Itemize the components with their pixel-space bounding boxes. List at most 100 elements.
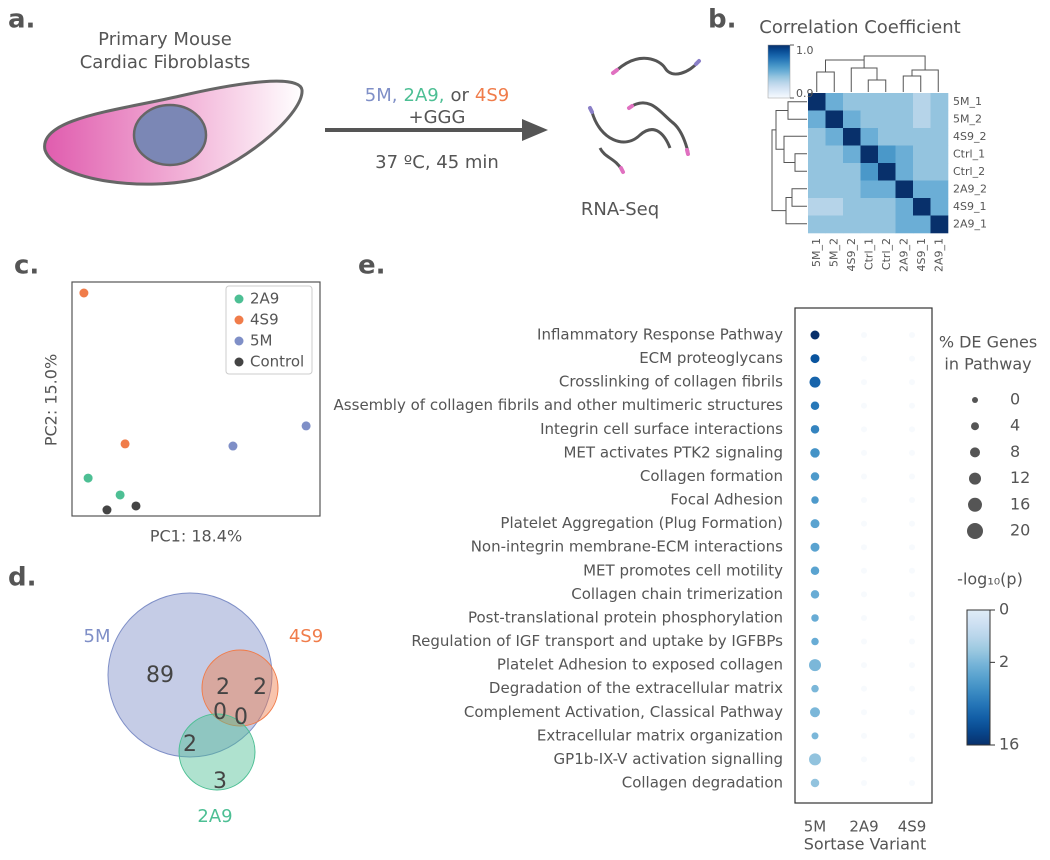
dot (810, 354, 820, 364)
column-label: Ctrl_1 (862, 238, 875, 270)
dot (861, 756, 867, 763)
dot (810, 778, 820, 788)
panel-label: d. (8, 563, 37, 593)
heatmap-cell (825, 128, 844, 146)
dot (861, 449, 867, 456)
legend-swatch (234, 294, 244, 304)
size-legend-dot (968, 497, 982, 512)
heatmap-cell (825, 145, 844, 164)
treatment: 5M, 2A9, or 4S9 (365, 85, 509, 106)
size-legend-dot (971, 422, 979, 431)
heatmap-cell (895, 128, 914, 146)
dot (909, 473, 915, 480)
dot (861, 780, 867, 786)
heatmap-cell (843, 93, 861, 111)
heatmap-cell (930, 163, 949, 181)
heatmap-cell (860, 110, 879, 129)
dot (810, 590, 820, 599)
size-legend-dot (970, 447, 980, 458)
dot (909, 638, 915, 645)
point (131, 501, 141, 511)
heatmap-cell (930, 93, 949, 111)
output-label: RNA-Seq (581, 199, 659, 220)
venn-count: 0 (213, 700, 227, 725)
point (301, 421, 311, 431)
heatmap-cell (930, 128, 949, 146)
colorbar-tick-label: 2 (999, 652, 1009, 671)
column-label: 4S9_1 (915, 238, 928, 271)
reagent: +GGG (409, 107, 466, 128)
dot (909, 332, 915, 338)
dot (909, 497, 915, 504)
pathway-label: Focal Adhesion (670, 491, 783, 509)
dot (861, 662, 867, 669)
heatmap-cell (930, 198, 949, 216)
venn-set-label: 5M (84, 626, 111, 647)
heatmap-cell (895, 198, 914, 216)
pathway-label: MET activates PTK2 signaling (563, 443, 783, 461)
panel-label: b. (708, 5, 737, 35)
x-axis-label: Sortase Variant (804, 835, 927, 854)
heatmap-cell (878, 180, 896, 199)
dot (861, 426, 867, 433)
venn-set-label: 2A9 (197, 806, 232, 827)
dot (810, 401, 820, 410)
heatmap-cell (808, 180, 826, 199)
venn-set-label: 4S9 (289, 626, 323, 647)
colorbar-tick-label: 1.0 (796, 44, 814, 57)
dot (810, 448, 820, 458)
dot (909, 780, 915, 786)
dot (909, 567, 915, 574)
cell-label: Cardiac Fibroblasts (80, 52, 251, 73)
point (79, 288, 89, 298)
dot (861, 402, 867, 409)
colorbar (966, 609, 991, 746)
venn-count: 3 (213, 769, 227, 794)
venn-count: 2 (183, 732, 197, 757)
heatmap-cell (808, 163, 826, 181)
colorbar-tick-label: 0 (999, 600, 1009, 619)
legend-label: Control (250, 353, 304, 371)
size-legend-label: 8 (1010, 442, 1020, 461)
size-legend-title: % DE Genes (939, 333, 1037, 352)
treatment-part: 5M, (365, 85, 398, 106)
heatmap-cell (913, 110, 931, 129)
legend-frame (225, 285, 313, 375)
dot (809, 659, 821, 672)
dot (810, 330, 820, 340)
row-label: 4S9_2 (953, 130, 986, 143)
dot (861, 497, 867, 504)
dot (909, 709, 915, 716)
colorbar (767, 44, 791, 99)
dot (809, 753, 821, 766)
heatmap-cell (895, 180, 914, 199)
heatmap-cell (808, 198, 826, 216)
dot (909, 520, 915, 527)
pathway-label: Extracellular matrix organization (537, 726, 783, 744)
size-legend-dot (972, 397, 978, 403)
legend-label: 4S9 (250, 311, 279, 329)
pathway-label: Inflammatory Response Pathway (537, 326, 783, 344)
heatmap-cell (878, 198, 896, 216)
heatmap-cell (843, 163, 861, 181)
size-legend-label: 20 (1010, 521, 1030, 540)
dot (909, 756, 915, 763)
heatmap-cell (825, 198, 844, 216)
heatmap-cell (913, 128, 931, 146)
pathway-label: Non-integrin membrane-ECM interactions (471, 538, 783, 556)
pathway-label: Platelet Aggregation (Plug Formation) (500, 514, 783, 532)
heatmap-cell (825, 163, 844, 181)
dot (909, 402, 915, 409)
heatmap-cell (825, 215, 844, 234)
point (120, 439, 130, 449)
heatmap-cell (913, 145, 931, 164)
heatmap-cell (913, 93, 931, 111)
heatmap-cell (825, 180, 844, 199)
dot (810, 472, 820, 481)
colorbar-tick-label: 16 (999, 735, 1019, 754)
heatmap-cell (878, 110, 896, 129)
heatmap-cell (895, 110, 914, 129)
dot (811, 684, 819, 693)
dot (861, 567, 867, 574)
dot (810, 707, 820, 718)
